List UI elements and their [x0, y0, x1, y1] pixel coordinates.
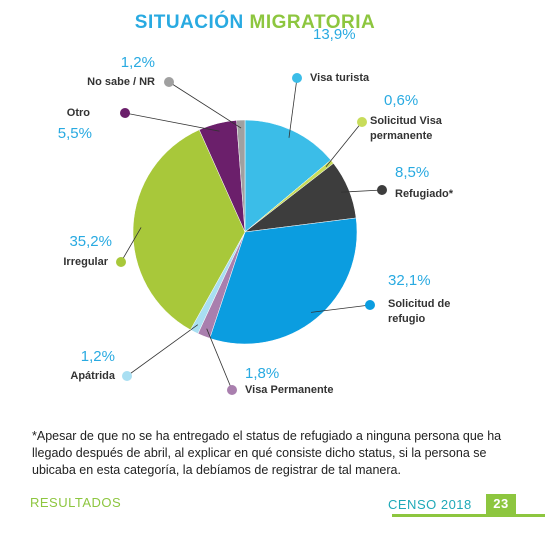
- legend-dot: [365, 300, 375, 310]
- leader-line: [120, 227, 142, 263]
- chart-title: SITUACIÓN MIGRATORIA: [0, 12, 510, 34]
- legend-dot: [122, 371, 132, 381]
- value-label: 5,5%: [57, 125, 92, 142]
- value-label: 35,2%: [69, 233, 112, 250]
- legend-dot: [120, 108, 130, 118]
- category-label: Visa Permanente: [245, 384, 334, 396]
- category-label: Otro: [66, 107, 90, 119]
- value-label: 1,2%: [80, 348, 115, 365]
- footnote: *Apesar de que no se ha entregado el sta…: [32, 429, 502, 477]
- category-label: Apátrida: [70, 370, 115, 382]
- page-number: 23: [493, 496, 509, 511]
- legend-dot: [377, 185, 387, 195]
- value-label: 1,2%: [120, 54, 155, 71]
- legend-dot: [357, 117, 367, 127]
- page-badge: [486, 494, 516, 514]
- leader-line: [168, 81, 242, 129]
- category-label: Refugiado*: [395, 188, 454, 200]
- category-label: Solicitud de refugio: [388, 298, 451, 325]
- leader-line: [206, 328, 233, 391]
- footer-rule: [392, 514, 545, 517]
- leader-line: [325, 121, 363, 167]
- footer-section: RESULTADOS: [30, 495, 122, 510]
- legend-dot: [227, 385, 237, 395]
- footer-census: CENSO 2018: [388, 497, 472, 512]
- legend-dot: [116, 257, 126, 267]
- value-label: 1,8%: [245, 365, 280, 382]
- leader-line: [126, 324, 199, 377]
- value-label: 32,1%: [388, 272, 431, 289]
- leader-line: [341, 189, 383, 193]
- value-label: 8,5%: [395, 164, 430, 181]
- pie-slice: [132, 129, 246, 331]
- category-label: Irregular: [63, 256, 108, 268]
- leader-line: [288, 77, 298, 138]
- category-label: Solicitud Visa permanente: [370, 115, 442, 142]
- pie-slice: [244, 119, 332, 233]
- leader-line: [310, 304, 371, 313]
- legend-dot: [292, 73, 302, 83]
- pie-slice: [236, 119, 246, 233]
- leader-line: [124, 112, 220, 132]
- category-label: No sabe / NR: [87, 76, 155, 88]
- category-label: Visa turista: [310, 72, 370, 84]
- legend-dot: [164, 77, 174, 87]
- pie-slice: [209, 217, 358, 345]
- value-label: 0,6%: [384, 92, 419, 109]
- value-label: 13,9%: [313, 26, 356, 43]
- title-part: SITUACIÓN: [134, 12, 244, 33]
- title-part: MIGRATORIA: [249, 12, 376, 33]
